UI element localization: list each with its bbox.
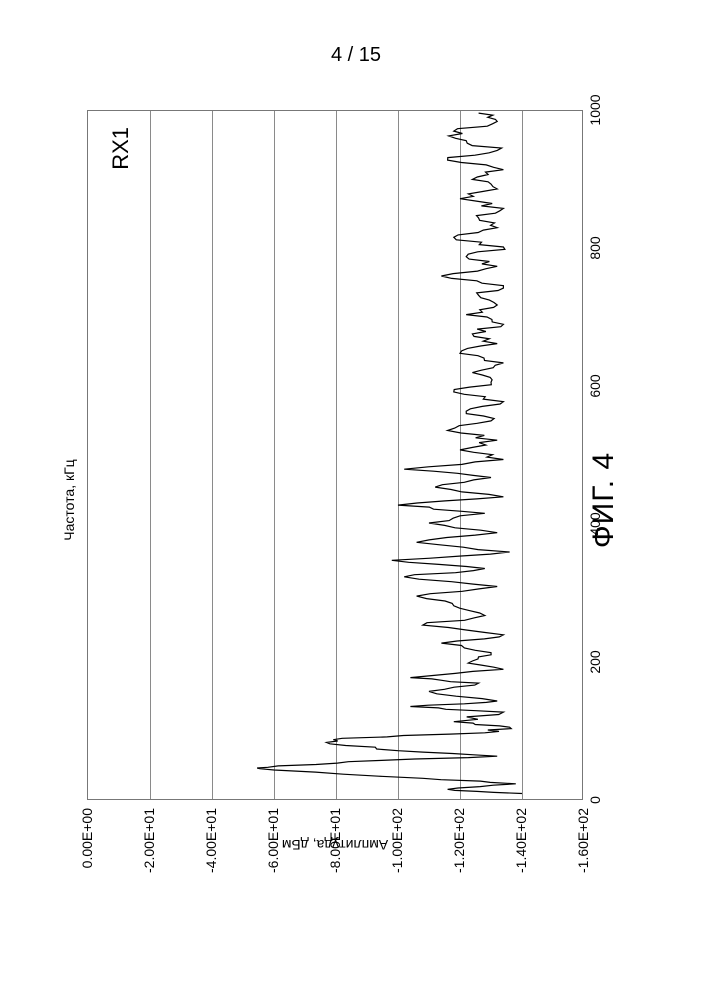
trace-line: [88, 109, 584, 799]
plot-area: RX1: [87, 110, 583, 800]
page-number: 4 / 15: [0, 44, 712, 67]
y-tick: -6.00E+01: [265, 808, 281, 873]
x-tick: 0: [587, 796, 603, 804]
plot-wrap: RX1 Амплитуда, дБм 020040060080010000.00…: [87, 110, 583, 800]
x-axis-label: Частота, кГц: [61, 90, 77, 910]
y-tick: -4.00E+01: [203, 808, 219, 873]
y-tick: 0.00E+00: [79, 808, 95, 868]
x-tick: 200: [587, 650, 603, 673]
y-tick: -8.00E+01: [327, 808, 343, 873]
y-tick: -1.20E+02: [451, 808, 467, 873]
x-tick: 600: [587, 374, 603, 397]
y-tick: -1.60E+02: [575, 808, 591, 873]
x-tick: 800: [587, 236, 603, 259]
figure-caption: ФИГ. 4: [587, 452, 621, 548]
x-tick: 1000: [587, 94, 603, 125]
y-tick: -1.00E+02: [389, 808, 405, 873]
y-tick: -2.00E+01: [141, 808, 157, 873]
chart-stage: Частота, кГц RX1 Амплитуда, дБм 02004006…: [61, 90, 651, 910]
y-tick: -1.40E+02: [513, 808, 529, 873]
